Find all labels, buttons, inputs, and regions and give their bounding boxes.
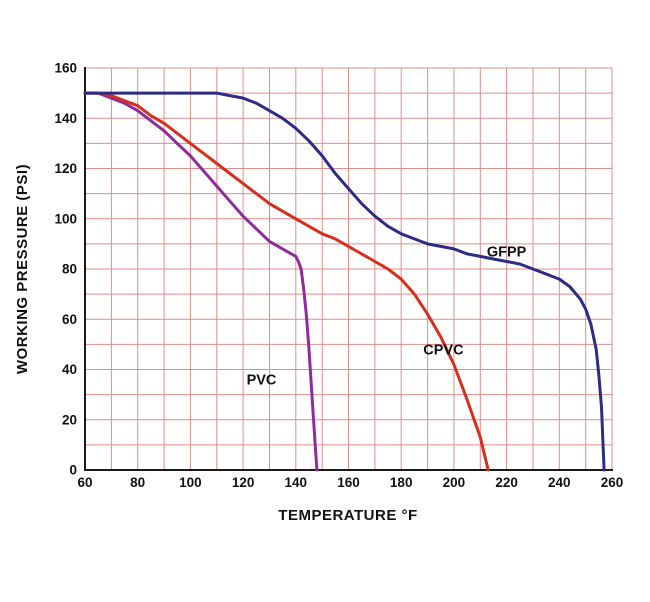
y-tick-label-140: 140 — [54, 111, 77, 126]
x-tick-label-100: 100 — [179, 475, 202, 490]
y-tick-label-100: 100 — [54, 211, 77, 226]
y-tick-label-120: 120 — [54, 161, 77, 176]
x-tick-label-200: 200 — [443, 475, 466, 490]
x-tick-label-80: 80 — [130, 475, 145, 490]
x-tick-label-120: 120 — [232, 475, 255, 490]
series-label-cpvc: CPVC — [423, 342, 464, 358]
grid-layer — [84, 67, 613, 471]
x-tick-label-60: 60 — [77, 475, 92, 490]
y-axis-title: WORKING PRESSURE (PSI) — [14, 164, 31, 374]
series-line-cpvc — [83, 91, 490, 472]
y-tick-label-80: 80 — [62, 262, 77, 277]
x-tick-label-260: 260 — [601, 475, 624, 490]
series-label-pvc: PVC — [247, 373, 277, 389]
series-layer — [83, 91, 606, 472]
x-tick-label-160: 160 — [337, 475, 360, 490]
series-label-gfpp: GFPP — [487, 244, 527, 260]
x-tick-label-220: 220 — [495, 475, 518, 490]
y-tick-label-20: 20 — [62, 412, 77, 427]
x-tick-label-240: 240 — [548, 475, 571, 490]
x-tick-label-180: 180 — [390, 475, 413, 490]
y-tick-label-60: 60 — [62, 312, 77, 327]
series-line-pvc — [83, 91, 319, 472]
tick-labels-layer: 60 80 100 120 140 160 180 200 220 240 260 0 20 40 60 80… — [54, 61, 623, 491]
y-tick-label-40: 40 — [62, 362, 77, 377]
y-tick-label-0: 0 — [69, 463, 77, 478]
x-tick-label-140: 140 — [285, 475, 308, 490]
x-axis-title: TEMPERATURE °F — [278, 507, 417, 524]
axis-layer — [84, 67, 613, 471]
series-line-gfpp — [83, 91, 606, 472]
y-tick-label-160: 160 — [54, 61, 77, 76]
